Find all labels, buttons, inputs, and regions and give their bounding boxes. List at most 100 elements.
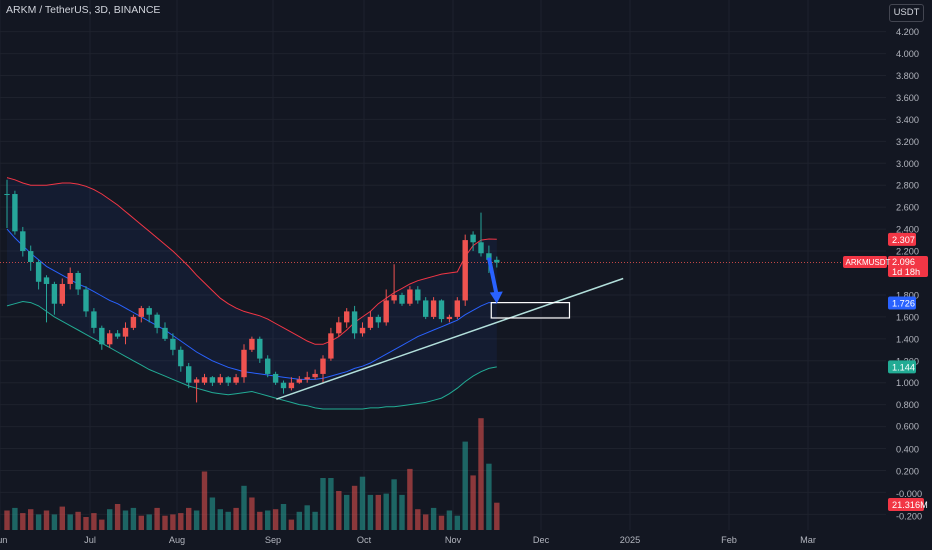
candle-body — [296, 379, 302, 383]
volume-bar — [201, 471, 208, 530]
last-price-bg — [888, 256, 928, 277]
candle-body — [391, 294, 397, 301]
volume-bar — [280, 504, 287, 530]
symbol-tag-text: ARKMUSDT — [846, 258, 891, 267]
volume-bar — [83, 517, 89, 530]
volume-bar — [399, 494, 405, 530]
basis-tag-text: 1.726 — [892, 299, 915, 309]
candle-body — [35, 262, 42, 282]
arrow-head[interactable] — [489, 291, 503, 304]
chart-title: ARKM / TetherUS, 3D, BINANCE — [6, 4, 161, 16]
volume-bar — [178, 513, 184, 530]
lower-band-tag-text: 1.144 — [892, 362, 915, 372]
candle-body — [478, 242, 484, 254]
candle-body — [423, 300, 429, 317]
trendline[interactable] — [276, 277, 624, 400]
price-tick-label: 1.600 — [896, 312, 919, 322]
candle-body — [209, 377, 216, 383]
candle-body — [170, 338, 176, 350]
bollinger-upper-line — [6, 177, 497, 345]
candle-body — [272, 373, 279, 383]
volume-bar — [454, 515, 460, 530]
time-tick-label: Sep — [265, 535, 281, 545]
candle-body — [494, 259, 500, 263]
price-tick-label: 2.400 — [896, 225, 919, 235]
candle-body — [399, 294, 405, 304]
candle-body — [12, 194, 18, 232]
arrow-shaft[interactable] — [486, 257, 499, 296]
volume-bar — [43, 510, 50, 530]
symbol-tag: ARKMUSDT — [843, 256, 891, 268]
volume-bar — [130, 507, 137, 530]
price-tick-label: -0.000 — [896, 489, 922, 499]
candle-body — [446, 316, 453, 320]
time-tick-label: Jun — [0, 535, 7, 545]
candle-body — [225, 377, 231, 383]
volume-bar — [209, 497, 216, 530]
candle-body — [328, 333, 334, 359]
volume-bar — [107, 509, 113, 530]
volume-bar — [494, 502, 500, 530]
time-axis[interactable]: Jun Jul Aug Sep Oct Nov Dec 2025 Feb Mar — [0, 531, 932, 550]
time-axis-bg — [0, 531, 932, 550]
candle-body — [249, 338, 255, 350]
price-tick-label: 4.000 — [896, 49, 919, 59]
volume-bar — [28, 509, 34, 530]
volume-bar — [114, 504, 121, 530]
volume-bar — [304, 505, 310, 530]
volume-bar — [359, 476, 366, 530]
candle-body — [51, 283, 58, 304]
lower-band-tag: 1.144 — [888, 360, 916, 374]
volume-bar — [438, 515, 445, 530]
price-tick-label: 2.600 — [896, 203, 919, 213]
volume-bar — [12, 507, 18, 530]
volume-bar — [351, 485, 358, 530]
time-tick-label: Jul — [84, 535, 96, 545]
candle-body — [470, 234, 476, 243]
candle-body — [265, 358, 271, 374]
volume-bar — [162, 515, 168, 530]
volume-bar — [146, 514, 152, 530]
upper-band-tag-text: 2.307 — [892, 235, 915, 245]
candle-body — [430, 300, 437, 317]
candle-body — [20, 231, 26, 252]
volume-bar — [154, 507, 160, 530]
price-tick-label: 1.800 — [896, 290, 919, 300]
candle-body — [162, 327, 168, 339]
volume-bar — [257, 511, 263, 530]
volume-bar — [59, 506, 65, 530]
upper-band-tag-bg — [888, 232, 916, 246]
candle-body — [257, 338, 263, 359]
volume-bar — [170, 514, 176, 530]
price-tick-label: 0.400 — [896, 445, 919, 455]
target-box[interactable] — [490, 302, 571, 319]
currency-button[interactable]: USDT — [889, 4, 924, 22]
price-tick-label: 0.600 — [896, 422, 919, 432]
price-tick-label: 3.800 — [896, 71, 919, 81]
price-tick-label: 2.800 — [896, 181, 919, 191]
volume-bar — [4, 510, 10, 530]
volume-bar — [35, 514, 42, 530]
volume-bar — [225, 511, 231, 530]
volume-tag-text: 21.316M — [892, 500, 928, 510]
price-tick-label: 2.200 — [896, 247, 919, 257]
volume-bar — [367, 494, 374, 530]
price-tick-label: 0.800 — [896, 400, 919, 410]
candle-body — [122, 327, 129, 337]
volume-bar — [186, 507, 192, 530]
candle-body — [359, 327, 366, 334]
volume-bar — [265, 510, 271, 530]
time-tick-label: Oct — [357, 535, 372, 545]
candle-body — [320, 358, 326, 374]
volume-bar — [51, 514, 58, 530]
volume-bar — [241, 485, 247, 530]
volume-bar — [288, 519, 295, 530]
candle-body — [351, 311, 358, 334]
volume-bar — [75, 511, 81, 530]
last-price-value: 2.096 — [892, 257, 915, 267]
volume-bar — [344, 494, 350, 530]
price-tick-label: -0.200 — [896, 512, 922, 522]
candle-body — [59, 283, 65, 304]
candle-body — [217, 377, 223, 383]
